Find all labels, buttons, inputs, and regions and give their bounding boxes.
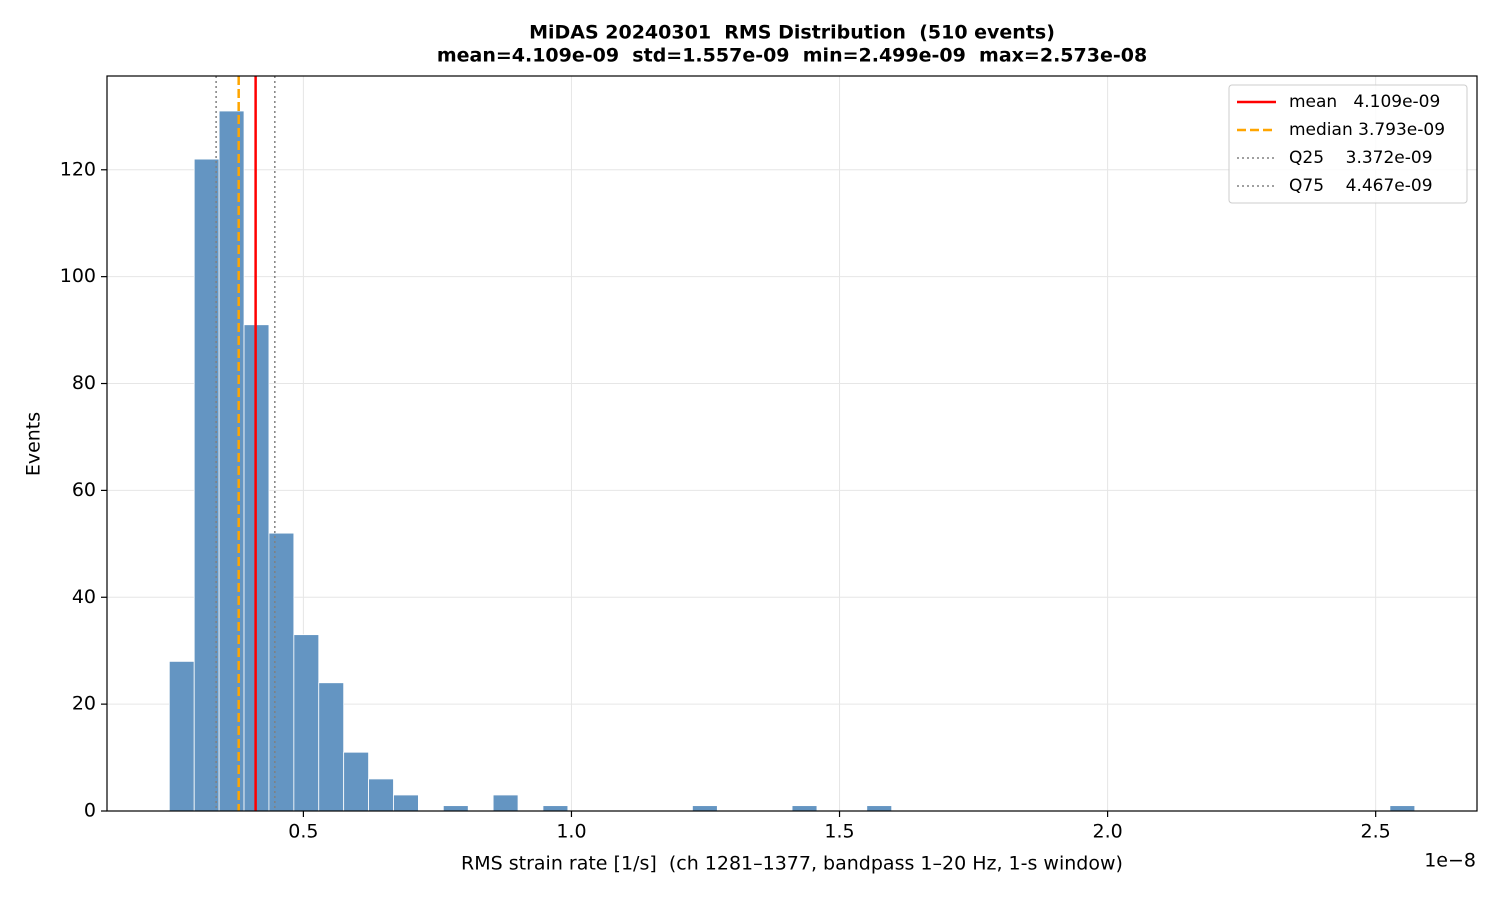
x-tick-label: 1.5 [824,821,854,843]
plot-frame [106,75,1478,812]
bar [218,110,245,812]
bar [343,751,369,812]
bar [866,805,893,812]
y-axis-label: Events [23,412,45,476]
x-tick-label: 1.0 [556,821,586,843]
bar [692,805,718,812]
legend-label: median 3.793e-09 [1289,120,1445,140]
y-tick-label: 60 [72,479,96,501]
bar [1389,805,1416,812]
y-tick-label: 20 [72,693,96,715]
bar [492,794,519,812]
bar [318,682,345,812]
bar [442,805,469,812]
x-tick-label: 2.0 [1092,821,1122,843]
bar [542,805,569,812]
bar [368,778,394,812]
legend-label: mean 4.109e-09 [1289,92,1440,112]
x-axis-label: RMS strain rate [1/s] (ch 1281–1377, ban… [461,853,1123,875]
legend-box [1228,84,1468,204]
bar [168,660,195,812]
legend-label: Q25 3.372e-09 [1289,148,1433,168]
bar [268,532,295,812]
chart-subtitle: mean=4.109e-09 std=1.557e-09 min=2.499e-… [437,45,1147,67]
y-tick-label: 80 [72,372,96,394]
y-tick-label: 40 [72,586,96,608]
x-offset-label: 1e−8 [1424,850,1476,872]
bar [193,158,220,812]
x-tick-label: 2.5 [1361,821,1391,843]
legend-label: Q75 4.467e-09 [1289,176,1433,196]
chart-title: MiDAS 20240301 RMS Distribution (510 eve… [529,22,1055,44]
y-tick-label: 120 [60,158,96,180]
bar [293,634,320,812]
bar [791,805,818,812]
y-tick-label: 0 [84,800,96,822]
bar [393,794,419,812]
x-tick-label: 0.5 [288,821,318,843]
y-tick-label: 100 [60,265,96,287]
